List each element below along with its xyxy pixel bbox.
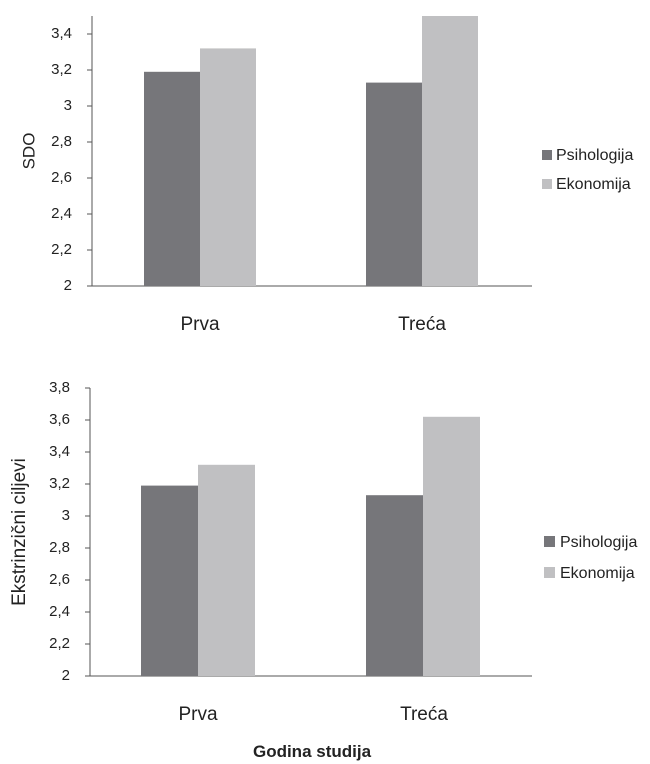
chart1-legend: Psihologija Ekonomija [542, 147, 633, 193]
bar-prva-ekonomija [198, 464, 255, 676]
chart2-category-labels: Prva Treća [178, 704, 448, 725]
chart-sdo: 2 2,2 2,4 2,6 2,8 3 3,2 3,4 Prva Treća SDO Psiho… [19, 16, 633, 335]
y-tick-label: 3 [64, 97, 72, 114]
chart2-legend-label-ekonomija: Ekonomija [560, 565, 635, 582]
bar-prva-psihologija [144, 71, 200, 286]
y-tick-label: 3,6 [49, 411, 70, 428]
y-tick-label: 2,2 [49, 635, 70, 652]
y-tick-label: 2,4 [51, 205, 72, 222]
chart-ekstrinzicni-ciljevi: 2 2,2 2,4 2,6 2,8 3 3,2 3,4 3,6 3,8 Prva Treća Eks… [9, 379, 637, 761]
y-tick-label: 3 [62, 507, 70, 524]
y-tick-label: 3,4 [51, 25, 72, 42]
chart2-x-axis-label: Godina studija [253, 742, 372, 761]
chart1-bars [144, 16, 478, 287]
chart2-y-ticks: 2 2,2 2,4 2,6 2,8 3 3,2 3,4 3,6 3,8 [49, 379, 90, 684]
y-tick-label: 2 [64, 277, 72, 294]
y-tick-label: 3,4 [49, 443, 70, 460]
chart1-legend-label-ekonomija: Ekonomija [556, 176, 631, 193]
bar-prva-ekonomija [200, 48, 256, 287]
y-tick-label: 3,2 [49, 475, 70, 492]
y-tick-label: 3,8 [49, 379, 70, 396]
chart1-legend-label-psihologija: Psihologija [556, 147, 633, 164]
y-tick-label: 2,6 [51, 169, 72, 186]
bar-prva-psihologija [141, 485, 198, 676]
chart2-legend-label-psihologija: Psihologija [560, 534, 637, 551]
y-tick-label: 2,8 [51, 133, 72, 150]
chart2-legend-swatch-ekonomija [544, 567, 555, 578]
chart2-y-axis-label: Ekstrinzični ciljevi [9, 458, 30, 606]
y-tick-label: 2,6 [49, 571, 70, 588]
chart1-y-axis-label: SDO [19, 133, 38, 170]
category-label: Treća [400, 704, 448, 725]
y-tick-label: 2 [62, 667, 70, 684]
category-label: Treća [398, 314, 446, 335]
bar-treća-ekonomija [423, 416, 480, 676]
bar-treća-psihologija [366, 495, 423, 676]
chart2-legend: Psihologija Ekonomija [544, 534, 637, 582]
chart1-legend-swatch-ekonomija [542, 179, 552, 189]
category-label: Prva [180, 314, 220, 335]
chart1-category-labels: Prva Treća [180, 314, 446, 335]
y-tick-label: 2,2 [51, 241, 72, 258]
chart2-legend-swatch-psihologija [544, 536, 555, 547]
bar-treća-ekonomija [422, 16, 478, 286]
chart2-bars [141, 416, 480, 676]
category-label: Prva [178, 704, 218, 725]
chart1-y-ticks: 2 2,2 2,4 2,6 2,8 3 3,2 3,4 [51, 25, 92, 294]
y-tick-label: 3,2 [51, 61, 72, 78]
bar-treća-psihologija [366, 82, 422, 286]
y-tick-label: 2,4 [49, 603, 70, 620]
chart1-legend-swatch-psihologija [542, 150, 552, 160]
y-tick-label: 2,8 [49, 539, 70, 556]
